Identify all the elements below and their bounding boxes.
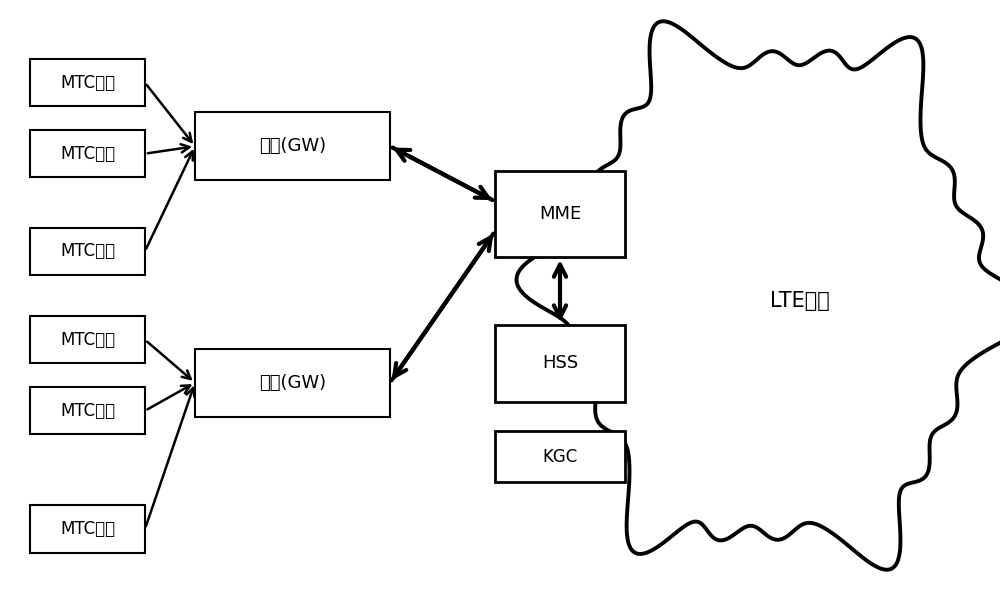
Bar <box>30 387 145 434</box>
Bar <box>30 59 145 106</box>
Bar <box>30 505 145 553</box>
Bar <box>30 130 145 177</box>
Text: MTC设备: MTC设备 <box>60 145 115 163</box>
Polygon shape <box>517 21 1000 570</box>
Bar <box>495 171 625 257</box>
Bar <box>30 316 145 363</box>
Bar <box>495 431 625 482</box>
Bar <box>195 112 390 180</box>
Text: 网关(GW): 网关(GW) <box>259 137 326 155</box>
Text: MME: MME <box>539 205 581 223</box>
Bar <box>195 349 390 417</box>
Text: MTC设备: MTC设备 <box>60 520 115 538</box>
Text: KGC: KGC <box>542 447 578 466</box>
Text: 网关(GW): 网关(GW) <box>259 374 326 392</box>
Bar <box>30 228 145 275</box>
Text: HSS: HSS <box>542 355 578 372</box>
Text: MTC设备: MTC设备 <box>60 74 115 92</box>
Text: MTC设备: MTC设备 <box>60 331 115 349</box>
Text: MTC设备: MTC设备 <box>60 242 115 260</box>
Text: LTE网络: LTE网络 <box>770 291 830 311</box>
Bar <box>495 325 625 402</box>
Text: MTC设备: MTC设备 <box>60 402 115 420</box>
